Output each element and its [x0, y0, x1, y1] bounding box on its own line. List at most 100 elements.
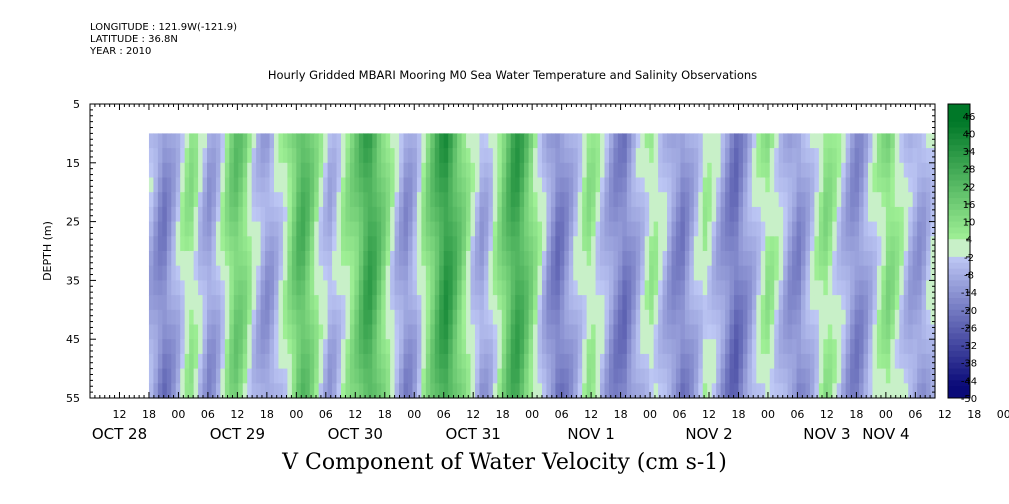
- heatmap-cell: [738, 236, 744, 252]
- heatmap-cell: [845, 251, 851, 267]
- heatmap-cell: [354, 309, 360, 326]
- heatmap-cell: [265, 265, 271, 281]
- heatmap-cell: [635, 368, 641, 384]
- heatmap-cell: [693, 236, 699, 252]
- heatmap-cell: [434, 295, 440, 311]
- heatmap-cell: [381, 133, 387, 149]
- heatmap-cell: [912, 324, 918, 340]
- heatmap-cell: [613, 309, 619, 326]
- heatmap-cell: [662, 192, 668, 208]
- heatmap-cell: [166, 368, 172, 384]
- heatmap-cell: [738, 221, 744, 237]
- heatmap-cell: [515, 251, 521, 267]
- heatmap-cell: [416, 368, 422, 384]
- heatmap-cell: [684, 265, 690, 281]
- heatmap-cell: [912, 236, 918, 252]
- heatmap-cell: [341, 148, 347, 164]
- heatmap-cell: [787, 162, 793, 179]
- heatmap-cell: [908, 177, 914, 193]
- heatmap-cell: [635, 383, 641, 399]
- heatmap-cell: [917, 133, 923, 149]
- heatmap-cell: [805, 383, 811, 399]
- heatmap-cell: [926, 353, 932, 370]
- heatmap-cell: [675, 280, 682, 296]
- heatmap-cell: [470, 133, 476, 149]
- heatmap-cell: [774, 236, 780, 252]
- heatmap-cell: [354, 339, 360, 355]
- heatmap-cell: [711, 383, 717, 399]
- heatmap-cell: [729, 339, 735, 355]
- heatmap-cell: [783, 383, 789, 399]
- heatmap-cell: [363, 265, 369, 281]
- heatmap-cell: [604, 368, 610, 384]
- heatmap-cell: [662, 133, 668, 149]
- heatmap-cell: [238, 251, 244, 267]
- heatmap-cell: [885, 368, 891, 384]
- heatmap-cell: [541, 368, 548, 384]
- heatmap-cell: [247, 148, 253, 164]
- heatmap-cell: [394, 251, 400, 267]
- heatmap-cell: [854, 251, 860, 267]
- heatmap-cell: [912, 265, 918, 281]
- heatmap-cell: [443, 133, 449, 149]
- heatmap-cell: [215, 206, 222, 223]
- heatmap-cell: [640, 368, 646, 384]
- heatmap-cell: [533, 221, 539, 237]
- heatmap-cell: [193, 324, 199, 340]
- heatmap-cell: [287, 383, 293, 399]
- heatmap-cell: [479, 133, 485, 149]
- heatmap-cell: [894, 309, 900, 326]
- heatmap-cell: [622, 383, 628, 399]
- heatmap-cell: [488, 177, 494, 193]
- heatmap-cell: [148, 133, 155, 149]
- heatmap-cell: [662, 148, 668, 164]
- heatmap-cell: [421, 236, 427, 252]
- heatmap-cell: [814, 251, 820, 267]
- heatmap-cell: [801, 295, 807, 311]
- heatmap-cell: [814, 148, 820, 164]
- heatmap-cell: [242, 177, 248, 193]
- heatmap-cell: [385, 162, 391, 179]
- heatmap-cell: [805, 265, 811, 281]
- heatmap-cell: [586, 368, 592, 384]
- heatmap-cell: [242, 236, 248, 252]
- heatmap-cell: [421, 368, 427, 384]
- heatmap-cell: [876, 353, 883, 370]
- heatmap-cell: [595, 339, 601, 355]
- heatmap-cell: [157, 148, 163, 164]
- heatmap-cell: [376, 383, 382, 399]
- heatmap-cell: [296, 251, 302, 267]
- heatmap-cell: [193, 383, 199, 399]
- heatmap-cell: [466, 192, 472, 208]
- heatmap-cell: [917, 353, 923, 370]
- heatmap-cell: [506, 133, 512, 149]
- heatmap-cell: [430, 251, 436, 267]
- heatmap-cell: [376, 368, 382, 384]
- heatmap-cell: [287, 206, 293, 223]
- heatmap-cell: [291, 295, 297, 311]
- heatmap-cell: [832, 192, 838, 208]
- heatmap-cell: [211, 368, 217, 384]
- y-tick-label: 55: [66, 392, 80, 405]
- heatmap-cell: [515, 280, 521, 296]
- heatmap-cell: [729, 368, 735, 384]
- heatmap-cell: [649, 251, 655, 267]
- heatmap-cell: [573, 309, 579, 326]
- heatmap-cell: [658, 280, 664, 296]
- heatmap-cell: [640, 339, 646, 355]
- heatmap-cell: [189, 192, 195, 208]
- heatmap-cell: [332, 280, 338, 296]
- heatmap-cell: [582, 265, 588, 281]
- heatmap-cell: [175, 206, 181, 223]
- heatmap-cell: [327, 265, 333, 281]
- heatmap-cell: [711, 353, 717, 370]
- heatmap-cell: [278, 148, 284, 164]
- heatmap-cell: [238, 280, 244, 296]
- heatmap-cell: [832, 251, 838, 267]
- x-tick-label: 00: [171, 408, 185, 421]
- heatmap-cell: [524, 280, 530, 296]
- heatmap-cell: [260, 295, 266, 311]
- heatmap-cell: [430, 353, 436, 370]
- heatmap-cell: [407, 162, 414, 179]
- heatmap-cell: [559, 177, 565, 193]
